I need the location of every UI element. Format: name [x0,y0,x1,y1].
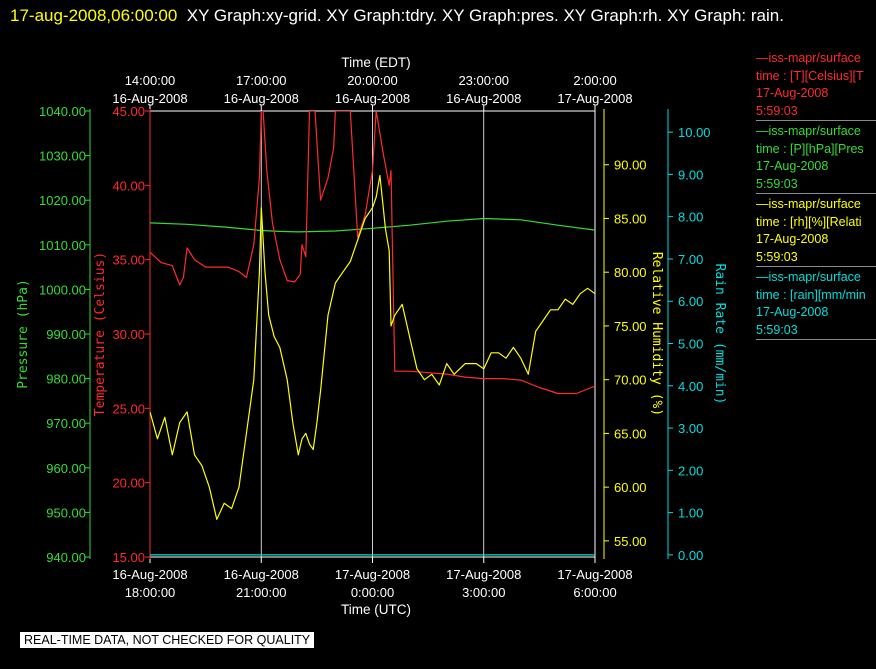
legend-line2: time : [P][hPa][Pres [756,141,864,156]
bottom-tick-label: 17-Aug-2008 [557,567,632,582]
temperature-tick-label: 15.00 [112,550,145,565]
bottom-tick-label: 0:00:00 [351,585,394,600]
bottom-axis-title: Time (UTC) [341,602,411,617]
rain-tick-label: 5.00 [678,337,703,352]
pres-series-line [150,217,595,233]
humidity-axis-title: Relative Humidity (%) [649,252,664,416]
bottom-tick-label: 17-Aug-2008 [446,567,521,582]
legend-entry: —iss-mapr/surface time : [rh][%][Relati 17… [756,196,876,267]
humidity-tick-label: 85.00 [614,211,647,226]
bottom-tick-label: 6:00:00 [573,585,616,600]
pressure-tick-label: 1030.00 [39,149,86,164]
chart-header: 17-aug-2008,06:00:00 XY Graph:xy-grid. X… [10,2,850,30]
temperature-tick-label: 40.00 [112,178,145,193]
legend-line2: time : [T][Celsius][T [756,68,864,83]
pressure-tick-label: 1040.00 [39,104,86,119]
legend: —iss-mapr/surface time : [T][Celsius][T 17… [756,50,876,342]
temperature-tick-label: 25.00 [112,401,145,416]
temperature-tick-label: 20.00 [112,476,145,491]
legend-entry: —iss-mapr/surface time : [P][hPa][Pres 17-… [756,123,876,194]
humidity-tick-label: 80.00 [614,265,647,280]
humidity-tick-label: 60.00 [614,480,647,495]
tdry-series-line [150,111,595,395]
bottom-tick-label: 17-Aug-2008 [335,567,410,582]
pressure-tick-label: 940.00 [46,550,86,565]
rain-tick-label: 4.00 [678,379,703,394]
rain-tick-label: 3.00 [678,421,703,436]
rain-tick-label: 8.00 [678,210,703,225]
legend-line1: —iss-mapr/surface [756,51,861,65]
pressure-tick-label: 1000.00 [39,282,86,297]
bottom-tick-label: 16-Aug-2008 [224,567,299,582]
legend-entry: —iss-mapr/surface time : [T][Celsius][T 17… [756,50,876,121]
rain-tick-label: 6.00 [678,294,703,309]
pressure-tick-label: 950.00 [46,505,86,520]
pressure-axis-title: Pressure (hPa) [16,279,31,389]
legend-line4: 5:59:03 [756,103,798,118]
top-tick-label: 16-Aug-2008 [224,91,299,106]
header-graph-titles: XY Graph:xy-grid. XY Graph:tdry. XY Grap… [186,6,784,25]
bottom-tick-label: 18:00:00 [125,585,176,600]
top-tick-label: 14:00:00 [125,73,176,88]
legend-line4: 5:59:03 [756,249,798,264]
pressure-tick-label: 960.00 [46,461,86,476]
top-axis-title: Time (EDT) [341,55,410,70]
header-datetime: 17-aug-2008,06:00:00 [10,6,178,25]
legend-line4: 5:59:03 [756,176,798,191]
temperature-tick-label: 35.00 [112,253,145,268]
top-tick-label: 17:00:00 [236,73,287,88]
humidity-tick-label: 70.00 [614,373,647,388]
rain-tick-label: 7.00 [678,252,703,267]
bottom-tick-label: 16-Aug-2008 [112,567,187,582]
top-tick-label: 20:00:00 [347,73,398,88]
bottom-tick-label: 21:00:00 [236,585,287,600]
temperature-axis-title: Temperature (Celsius) [93,252,108,416]
legend-line3: 17-Aug-2008 [756,159,829,173]
rain-tick-label: 0.00 [678,548,703,563]
legend-line2: time : [rain][mm/min [756,287,866,302]
humidity-tick-label: 90.00 [614,158,647,173]
rain-tick-label: 9.00 [678,167,703,182]
humidity-tick-label: 55.00 [614,534,647,549]
legend-line3: 17-Aug-2008 [756,86,829,100]
legend-line2: time : [rh][%][Relati [756,214,862,229]
rain-tick-label: 10.00 [678,125,711,140]
legend-entry: —iss-mapr/surface time : [rain][mm/min 17-… [756,269,876,340]
temperature-tick-label: 30.00 [112,327,145,342]
top-tick-label: 17-Aug-2008 [557,91,632,106]
rain-tick-label: 2.00 [678,463,703,478]
top-tick-label: 16-Aug-2008 [446,91,521,106]
top-tick-label: 16-Aug-2008 [112,91,187,106]
legend-line3: 17-Aug-2008 [756,232,829,246]
rain-axis-title: Rain Rate (mm/min) [712,264,727,405]
rain-tick-label: 1.00 [678,506,703,521]
pressure-tick-label: 970.00 [46,416,86,431]
pressure-tick-label: 1010.00 [39,238,86,253]
legend-line1: —iss-mapr/surface [756,124,861,138]
quality-disclaimer: REAL-TIME DATA, NOT CHECKED FOR QUALITY [20,632,315,648]
top-tick-label: 2:00:00 [573,73,616,88]
legend-line3: 17-Aug-2008 [756,305,829,319]
rh-series-line [150,174,595,520]
top-tick-label: 16-Aug-2008 [335,91,410,106]
humidity-tick-label: 75.00 [614,319,647,334]
top-tick-label: 23:00:00 [458,73,509,88]
bottom-tick-label: 3:00:00 [462,585,505,600]
legend-line4: 5:59:03 [756,322,798,337]
temperature-tick-label: 45.00 [112,104,145,119]
pressure-tick-label: 990.00 [46,327,86,342]
pressure-tick-label: 980.00 [46,372,86,387]
pressure-tick-label: 1020.00 [39,193,86,208]
humidity-tick-label: 65.00 [614,426,647,441]
legend-line1: —iss-mapr/surface [756,197,861,211]
legend-line1: —iss-mapr/surface [756,270,861,284]
